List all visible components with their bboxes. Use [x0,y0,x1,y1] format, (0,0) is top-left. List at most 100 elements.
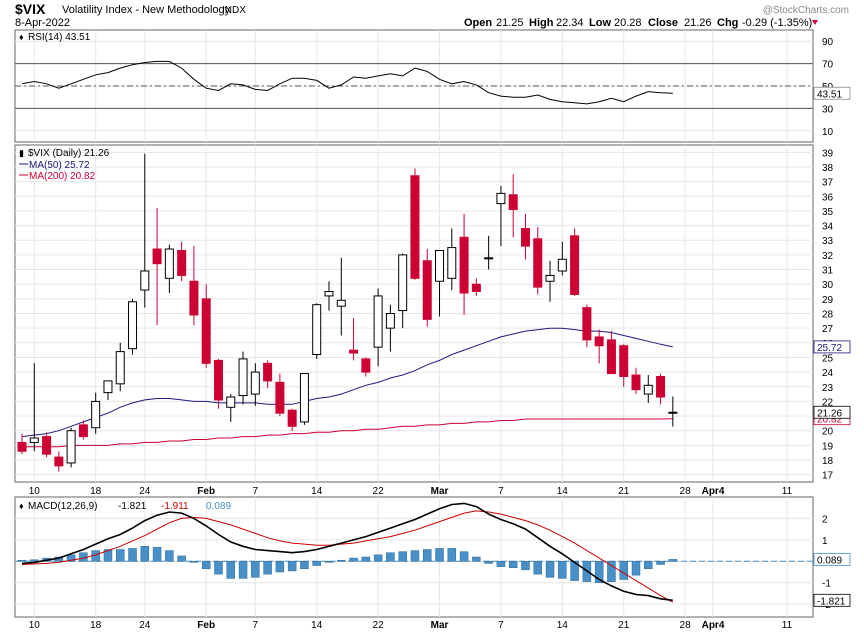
candle-body [520,228,530,247]
close-value: 21.26 [684,17,712,29]
watermark: @StockCharts.com [763,5,849,16]
x-tick-label: 28 [680,486,692,497]
low-value: 20.28 [614,17,642,29]
macd-legend-signal: -1.911 [161,501,189,512]
price-tick-label: 37 [822,178,834,189]
macd-hist-bar [422,549,432,562]
candle-body [570,235,580,295]
chg-value: -0.29 (-1.35%) [742,17,812,29]
candle-body [263,362,273,382]
price-tick-label: 39 [822,148,834,159]
macd-legend-label: MACD(12,26,9) [28,501,97,512]
candle [226,394,236,422]
candle [557,241,567,276]
macd-hist-bar [484,561,493,564]
macd-hist-bar [386,552,395,562]
price-tick-label: 23 [822,383,834,394]
candle-body [91,400,101,429]
macd-hist-bar [103,549,113,562]
candle-body [594,336,604,347]
macd-hist-bar [17,559,27,562]
candle [115,342,125,392]
macd-hist-bar [533,561,543,575]
candle-body [152,248,162,265]
candle [336,257,346,336]
macd-hist-bar [115,549,125,562]
macd-tick-label: 2 [822,514,828,525]
candle-body [398,254,408,312]
macd-hist-bar [570,561,579,581]
open-value: 21.25 [496,17,524,29]
macd-hist-bar [226,561,236,579]
macd-hist-bar [189,561,199,563]
candle-body [42,436,52,455]
x-tick-label: 14 [557,486,569,497]
macd-hist-bar [349,557,358,562]
macd-hist-bar [644,561,653,570]
ma50-line [21,327,673,438]
macd-hist-bar [177,555,186,562]
candle-body [213,359,223,401]
price-tick-label: 25 [822,353,834,364]
candle [164,244,174,293]
macd-hist-bar [607,561,616,582]
x-tick-label: 14 [557,620,569,631]
candle [422,249,432,327]
candle [66,427,76,468]
macd-line [21,502,673,602]
candle [410,168,420,280]
x-tick-label: Mar [431,620,449,631]
candle [42,432,52,458]
candle [361,357,371,377]
x-tick-label: 11 [782,620,793,631]
candle-body [422,260,432,320]
candle [606,331,616,375]
candle-body [201,298,211,364]
macd-hist-bar [214,561,223,575]
macd-hist-bar [373,554,383,562]
macd-hist-bar [201,561,211,570]
candle [349,317,359,361]
price-tick-label: 35 [822,207,834,218]
x-tick-label: 10 [29,620,41,631]
candle-body [606,339,616,375]
macd-hist-bar [251,561,260,578]
candle-body [164,248,174,279]
macd-hist-bar [435,548,444,562]
candle [152,208,162,326]
macd-hist-bar [140,546,150,562]
symbol-title: $VIX [15,1,46,17]
candle-body [643,384,653,395]
close-label: Close [648,17,678,29]
price-tick-label: 33 [822,236,834,247]
macd-hist-bar [152,547,162,562]
macd-hist-bar [324,561,334,563]
x-tick-label: Apr4 [702,620,725,631]
candle [324,281,334,311]
ma50-legend: MA(50) 25.72 [29,160,90,171]
candle-body [103,380,113,394]
ma50-current-badge: 25.72 [813,340,851,354]
candle-body [410,175,420,279]
candle [250,363,260,406]
candle [91,392,101,434]
price-tick-label: 19 [822,441,834,452]
candle-body [189,280,199,316]
candle-body [545,274,555,282]
candle-body [336,299,346,307]
x-tick-label: Feb [197,620,215,631]
macd-hist-bar [66,554,76,562]
x-tick-label: 11 [782,486,793,497]
macd-tick-label: 1 [822,536,828,547]
candle [103,380,113,400]
x-tick-label: 28 [680,620,692,631]
candle [299,373,309,425]
rsi-line [21,60,673,105]
price-tick-label: 30 [822,280,834,291]
candle [447,228,457,291]
candle-body [140,270,150,291]
macd-hist-bar [275,561,285,573]
candle [656,373,666,405]
macd-hist-bar [496,561,506,567]
candle [471,278,481,296]
